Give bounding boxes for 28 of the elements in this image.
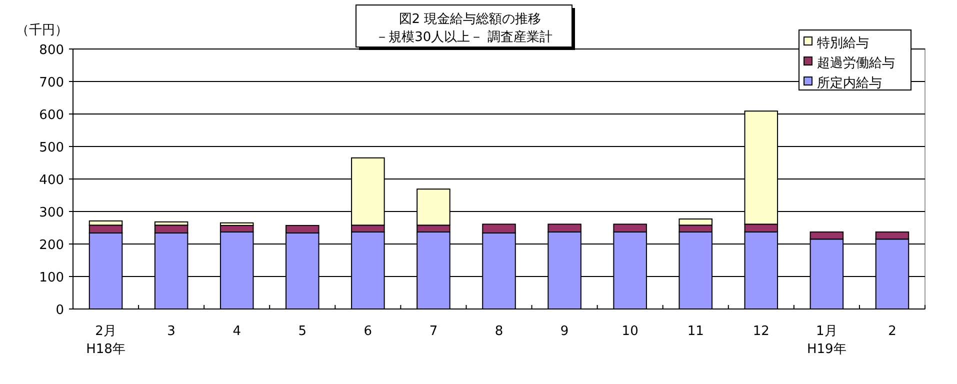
y-tick-label: 300 <box>39 206 64 220</box>
y-tick-label: 500 <box>39 140 64 156</box>
y-axis-title: （千円） <box>16 23 68 38</box>
y-tick-label: 200 <box>39 238 64 253</box>
y-tick-label: 600 <box>39 108 64 123</box>
chart-title: 図2 現金給与総額の推移 <box>398 12 542 27</box>
legend-label: 超過労働給与 <box>817 56 895 71</box>
y-tick-label: 800 <box>39 43 64 58</box>
x-tick-label: 2月 H18年 <box>86 324 126 357</box>
x-tick-label: 10 <box>622 324 638 339</box>
x-tick-label: 8 <box>494 324 504 339</box>
x-tick-label: 11 <box>687 324 704 339</box>
y-tick-label: 400 <box>39 173 64 188</box>
y-tick-label: 700 <box>39 76 64 90</box>
x-tick-label: 6 <box>364 324 372 339</box>
x-tick-label: 7 <box>429 324 438 339</box>
y-tick-label: 0 <box>56 303 64 318</box>
x-tick-label: 3 <box>167 324 176 339</box>
legend-label: 特別給与 <box>817 36 869 51</box>
y-tick-label: 100 <box>39 270 64 286</box>
chart-subtitle: －規模30人以上－ 調査産業計 <box>376 29 552 45</box>
x-tick-label: 12 <box>752 324 770 339</box>
x-tick-label: 1月 H19年 <box>807 324 846 357</box>
x-tick-label: 9 <box>560 324 569 339</box>
x-tick-label: 2 <box>888 324 896 339</box>
x-tick-label: 5 <box>298 324 307 339</box>
x-tick-label: 4 <box>232 324 241 339</box>
legend-label: 所定内給与 <box>817 76 882 91</box>
